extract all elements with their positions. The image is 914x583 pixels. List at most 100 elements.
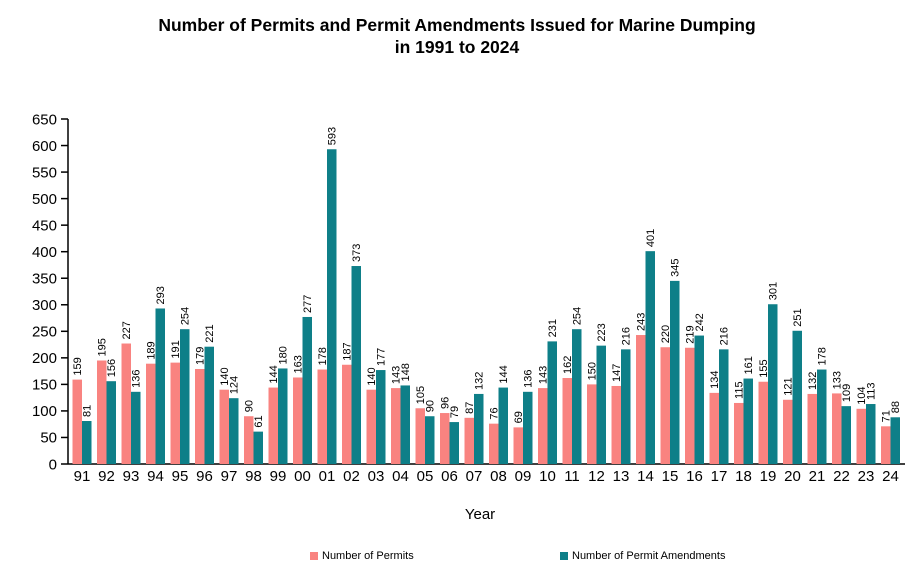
bar-value-label: 76: [489, 407, 501, 419]
bar-amendments-96: [204, 346, 214, 464]
bar-value-label: 134: [709, 371, 721, 389]
bar-amendments-11: [572, 329, 582, 464]
y-axis-tick-label: 0: [49, 456, 57, 473]
bar-permits-01: [317, 369, 327, 464]
x-axis-tick-label: 24: [882, 468, 899, 485]
bar-permits-94: [146, 363, 156, 464]
bar-permits-10: [538, 388, 548, 464]
bar-value-label: 156: [106, 359, 118, 377]
y-axis-tick-label: 650: [32, 111, 57, 128]
bar-value-label: 121: [783, 377, 795, 395]
bar-value-label: 61: [253, 415, 265, 427]
bar-permits-08: [489, 423, 499, 464]
bar-value-label: 177: [376, 348, 388, 366]
bar-permits-11: [562, 378, 572, 464]
legend-label-permits: Number of Permits: [322, 550, 414, 562]
x-axis-tick-label: 92: [98, 468, 115, 485]
legend-label-amendments: Number of Permit Amendments: [572, 550, 726, 562]
bar-value-label: 277: [302, 295, 314, 313]
bar-value-label: 243: [636, 313, 648, 331]
bar-amendments-01: [327, 149, 337, 464]
bar-value-label: 227: [121, 321, 133, 339]
bar-value-label: 143: [538, 366, 550, 384]
bar-permits-93: [121, 343, 131, 464]
x-axis-tick-label: 10: [539, 468, 556, 485]
bar-value-label: 254: [572, 307, 584, 325]
legend-swatch-permits: [310, 552, 318, 560]
bar-amendments-18: [743, 378, 753, 464]
bar-value-label: 69: [513, 411, 525, 423]
x-axis-tick-label: 95: [172, 468, 189, 485]
x-axis-tick-label: 00: [294, 468, 311, 485]
x-axis-tick-label: 20: [784, 468, 801, 485]
x-axis-tick-label: 99: [270, 468, 287, 485]
x-axis-tick-label: 96: [196, 468, 213, 485]
bar-permits-16: [685, 347, 695, 464]
chart-title-line2: in 1991 to 2024: [394, 37, 520, 57]
bar-amendments-00: [302, 316, 312, 464]
bar-permits-06: [440, 413, 450, 464]
bar-value-label: 90: [244, 400, 256, 412]
bar-value-label: 150: [587, 362, 599, 380]
y-axis-tick-label: 350: [32, 270, 57, 287]
bar-value-label: 593: [327, 127, 339, 145]
bar-value-label: 179: [195, 347, 207, 365]
bar-amendments-15: [670, 280, 680, 464]
bar-amendments-09: [523, 391, 533, 464]
bar-value-label: 132: [807, 372, 819, 390]
bar-amendments-22: [841, 406, 851, 464]
bar-value-label: 178: [817, 347, 829, 365]
bar-amendments-21: [817, 369, 827, 464]
bar-permits-92: [97, 360, 107, 464]
bar-value-label: 187: [342, 342, 354, 360]
x-axis-tick-label: 04: [392, 468, 409, 485]
x-axis-tick-label: 14: [637, 468, 654, 485]
bar-value-label: 124: [229, 376, 241, 394]
bar-amendments-02: [351, 266, 361, 464]
bar-value-label: 87: [464, 402, 476, 414]
bar-value-label: 216: [719, 327, 731, 345]
bar-permits-96: [195, 368, 205, 464]
bar-amendments-04: [400, 385, 410, 464]
bar-amendments-94: [155, 308, 165, 464]
bar-amendments-03: [376, 370, 386, 464]
x-axis-tick-label: 15: [662, 468, 679, 485]
y-axis-tick-label: 550: [32, 164, 57, 181]
x-axis-tick-label: 22: [833, 468, 850, 485]
y-axis-tick-label: 150: [32, 377, 57, 394]
x-axis-tick-label: 23: [858, 468, 875, 485]
bar-permits-22: [832, 393, 842, 464]
bar-value-label: 345: [670, 259, 682, 277]
y-axis-tick-label: 400: [32, 244, 57, 261]
bar-amendments-13: [621, 349, 631, 464]
bar-permits-17: [709, 392, 719, 464]
bar-value-label: 143: [391, 366, 403, 384]
bar-value-label: 148: [400, 363, 412, 381]
bar-amendments-06: [449, 422, 459, 464]
bar-permits-21: [807, 393, 817, 464]
bar-value-label: 180: [278, 346, 290, 364]
bar-permits-15: [660, 347, 670, 464]
bar-amendments-97: [229, 398, 239, 464]
y-axis-tick-label: 450: [32, 217, 57, 234]
bar-permits-95: [170, 362, 180, 464]
bar-amendments-20: [792, 330, 802, 464]
x-axis-tick-label: 94: [147, 468, 164, 485]
bar-amendments-93: [131, 391, 141, 464]
bar-permits-12: [587, 384, 597, 464]
bar-value-label: 71: [881, 410, 893, 422]
x-axis-tick-label: 91: [74, 468, 91, 485]
bar-permits-03: [366, 389, 376, 464]
x-axis-tick-label: 16: [686, 468, 703, 485]
bar-amendments-10: [547, 341, 557, 464]
bar-permits-19: [758, 381, 768, 464]
chart-title-line1: Number of Permits and Permit Amendments …: [158, 15, 756, 35]
bar-permits-07: [464, 417, 474, 464]
bar-value-label: 195: [97, 338, 109, 356]
x-axis-tick-label: 98: [245, 468, 262, 485]
y-axis-tick-label: 500: [32, 191, 57, 208]
bar-value-label: 293: [155, 286, 167, 304]
bar-permits-99: [268, 387, 278, 464]
bar-amendments-05: [425, 416, 435, 464]
